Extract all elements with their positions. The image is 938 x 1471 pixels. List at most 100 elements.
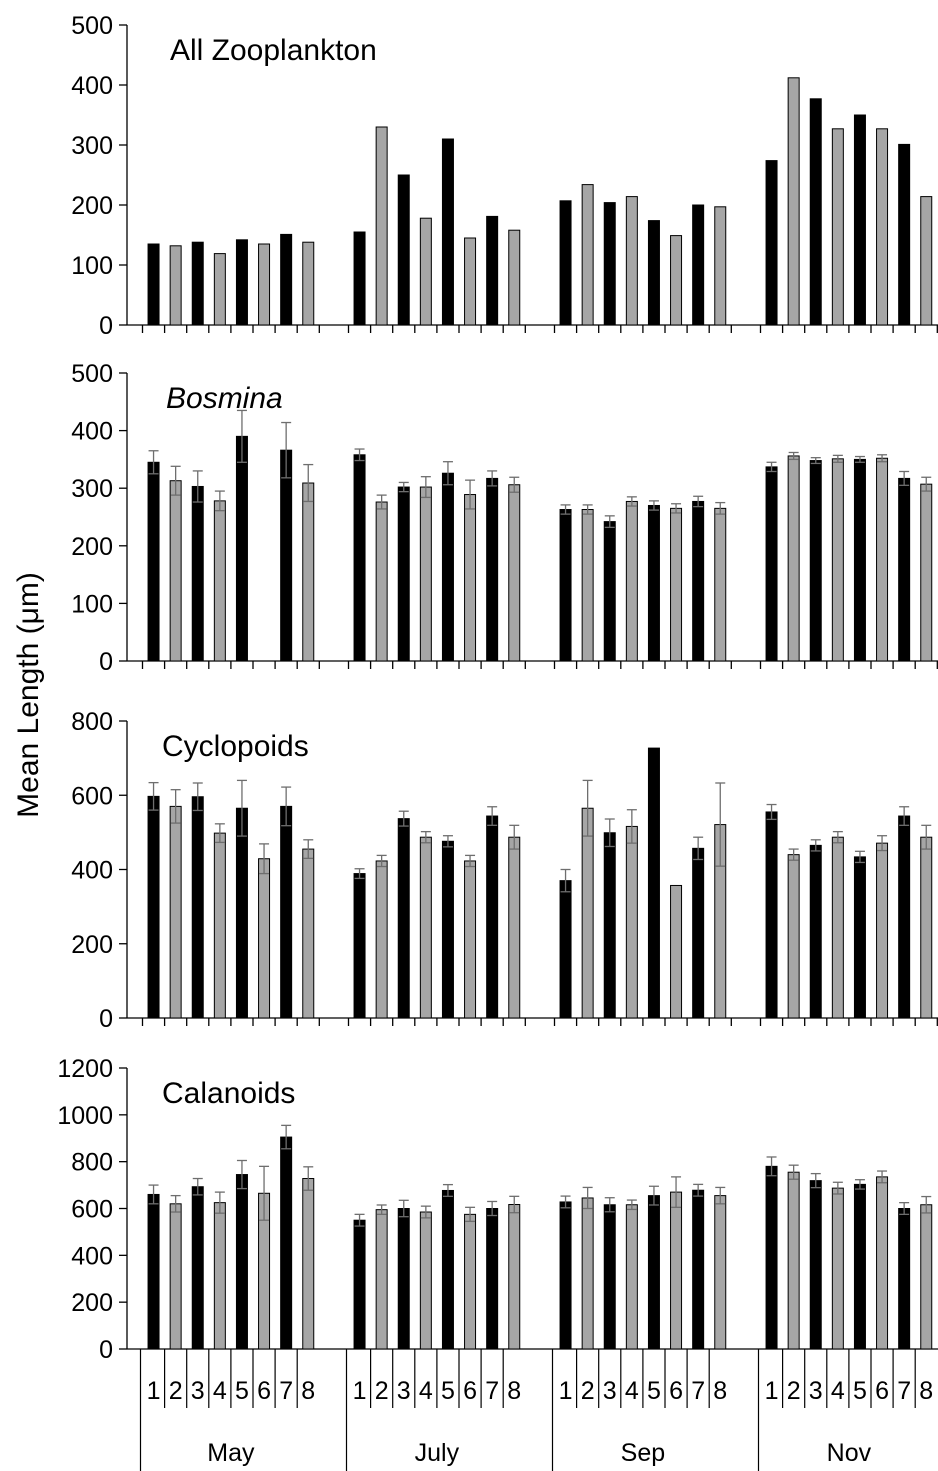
bar-july-5 <box>441 472 454 662</box>
station-label: 3 <box>191 1377 205 1405</box>
bar-nov-6 <box>876 457 889 662</box>
y-tick-label: 0 <box>99 1336 113 1364</box>
bar-sep-8 <box>714 1195 727 1350</box>
bar-nov-4 <box>831 128 844 326</box>
station-label: 8 <box>507 1377 521 1405</box>
bar-nov-8 <box>920 836 933 1019</box>
bar-may-7 <box>280 805 293 1019</box>
bar-july-4 <box>419 486 432 662</box>
bar-may-3 <box>191 796 204 1019</box>
bar-nov-3 <box>809 844 822 1019</box>
station-label: 7 <box>485 1377 499 1405</box>
bar-sep-4 <box>625 825 638 1019</box>
bar-may-2 <box>169 480 182 662</box>
bar-sep-2 <box>581 1197 594 1350</box>
bar-may-3 <box>191 485 204 662</box>
panel-1: 0 100 200 300 400 500 All Zooplankton <box>71 12 938 340</box>
bar-sep-5 <box>647 504 660 662</box>
station-label: 5 <box>235 1377 249 1405</box>
bar-july-5 <box>441 1189 454 1350</box>
station-label: 8 <box>301 1377 315 1405</box>
bar-may-1 <box>147 1193 160 1350</box>
bar-may-2 <box>169 1203 182 1350</box>
bar-may-7 <box>280 1136 293 1350</box>
bar-may-8 <box>302 848 315 1019</box>
bar-may-4 <box>213 500 226 662</box>
station-label: 6 <box>463 1377 477 1405</box>
bar-sep-1 <box>559 200 572 326</box>
month-label: Sep <box>621 1439 665 1467</box>
bar-sep-4 <box>625 1204 638 1350</box>
y-tick-label: 0 <box>99 312 113 340</box>
y-tick-label: 0 <box>99 648 113 676</box>
bar-nov-5 <box>853 1183 866 1350</box>
bar-nov-7 <box>898 477 911 662</box>
bar-sep-3 <box>603 521 616 662</box>
bar-july-2 <box>375 126 388 326</box>
bar-nov-1 <box>765 160 778 326</box>
panel-title: Bosmina <box>166 382 283 415</box>
station-label: 2 <box>581 1377 595 1405</box>
bar-nov-2 <box>787 854 800 1019</box>
bar-may-1 <box>147 461 160 662</box>
y-tick-label: 200 <box>71 192 113 220</box>
bar-may-2 <box>169 245 182 326</box>
bar-sep-6 <box>670 884 683 1019</box>
bar-sep-2 <box>581 509 594 662</box>
bar-may-3 <box>191 241 204 326</box>
station-label: 1 <box>147 1377 161 1405</box>
bar-july-7 <box>486 477 499 662</box>
bar-sep-7 <box>692 847 705 1019</box>
station-label: 1 <box>559 1377 573 1405</box>
bar-july-2 <box>375 1209 388 1350</box>
bar-nov-2 <box>787 455 800 662</box>
bar-july-1 <box>353 873 366 1019</box>
station-label: 4 <box>625 1377 639 1405</box>
y-tick-label: 200 <box>71 533 113 561</box>
bar-may-5 <box>235 435 248 662</box>
bar-sep-2 <box>581 184 594 326</box>
bar-sep-7 <box>692 1189 705 1350</box>
station-label: 3 <box>397 1377 411 1405</box>
bar-may-2 <box>169 805 182 1019</box>
y-tick-label: 800 <box>71 708 113 736</box>
bar-july-8 <box>508 1204 521 1350</box>
station-label: 7 <box>691 1377 705 1405</box>
station-label: 3 <box>809 1377 823 1405</box>
panel-title: Cyclopoids <box>162 730 309 763</box>
bar-july-4 <box>419 1211 432 1350</box>
station-label: 5 <box>853 1377 867 1405</box>
y-tick-label: 400 <box>71 418 113 446</box>
y-tick-label: 1000 <box>57 1102 113 1130</box>
station-label: 7 <box>897 1377 911 1405</box>
bar-nov-8 <box>920 1204 933 1350</box>
bar-july-8 <box>508 836 521 1019</box>
station-label: 6 <box>875 1377 889 1405</box>
panel-title: Calanoids <box>162 1077 295 1110</box>
y-tick-label: 300 <box>71 475 113 503</box>
bar-july-4 <box>419 836 432 1019</box>
bar-july-5 <box>441 840 454 1019</box>
y-tick-label: 800 <box>71 1149 113 1177</box>
station-label: 6 <box>669 1377 683 1405</box>
bar-july-3 <box>397 486 410 662</box>
bar-nov-3 <box>809 98 822 326</box>
y-tick-label: 500 <box>71 360 113 388</box>
bar-nov-6 <box>876 128 889 326</box>
bar-sep-6 <box>670 507 683 662</box>
station-label: 5 <box>647 1377 661 1405</box>
y-tick-label: 400 <box>71 72 113 100</box>
bar-nov-4 <box>831 1187 844 1350</box>
month-label: Nov <box>827 1439 872 1467</box>
station-label: 7 <box>279 1377 293 1405</box>
bar-nov-4 <box>831 458 844 662</box>
y-tick-label: 400 <box>71 857 113 885</box>
bar-july-7 <box>486 1208 499 1350</box>
bar-sep-5 <box>647 747 660 1019</box>
month-label: July <box>415 1439 460 1467</box>
bar-july-1 <box>353 231 366 326</box>
station-label: 5 <box>441 1377 455 1405</box>
bar-may-8 <box>302 241 315 326</box>
bar-sep-6 <box>670 235 683 326</box>
